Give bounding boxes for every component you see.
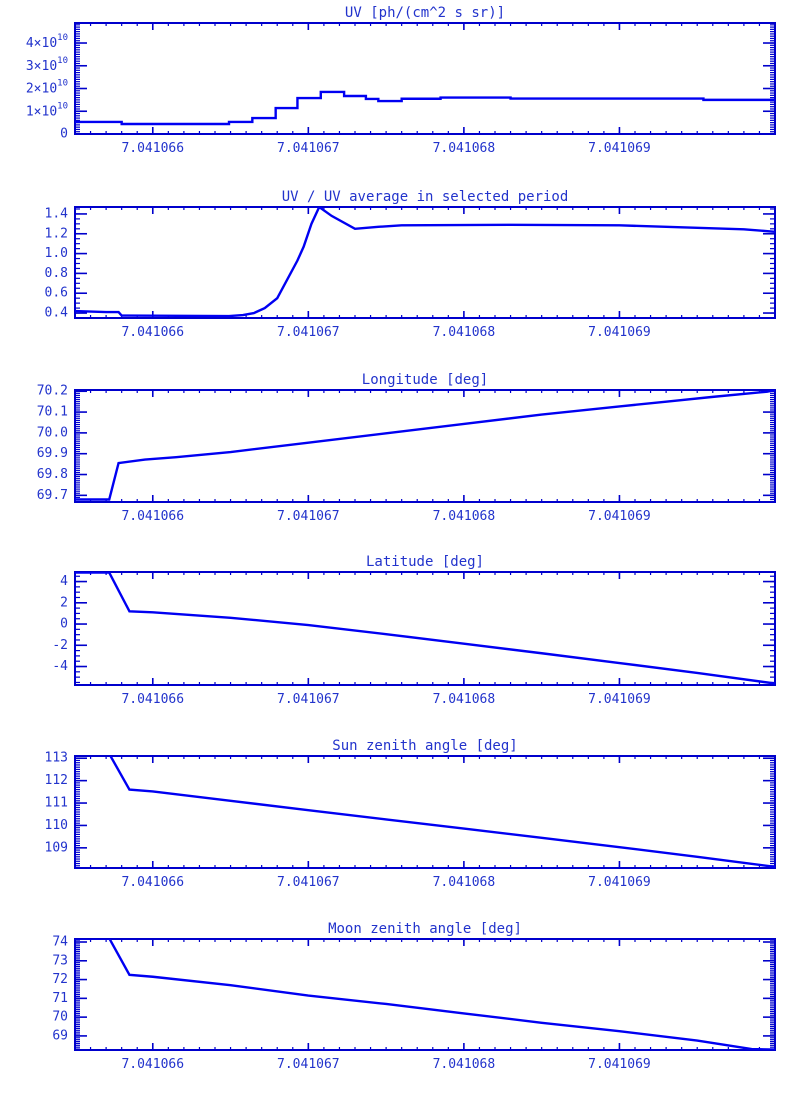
tick-marks	[74, 23, 776, 135]
x-tick-label: 7.041068	[433, 141, 496, 156]
tick-marks	[74, 939, 776, 1050]
y-tick-label: 3×1010	[26, 56, 68, 74]
x-tick-label: 7.041066	[121, 141, 184, 156]
y-tick-label: 1.4	[45, 206, 69, 221]
x-tick-label: 7.041069	[588, 1057, 651, 1072]
y-tick-label: 2×1010	[26, 79, 68, 97]
x-tick-label: 7.041066	[121, 875, 184, 890]
tick-marks	[74, 390, 776, 503]
chart-title: Longitude [deg]	[362, 372, 488, 388]
chart-moon-zenith: Moon zenith angle [deg] 7.041066 7.041067 7…	[52, 921, 776, 1072]
plot-frame	[74, 22, 776, 135]
y-tick-label: 113	[45, 751, 68, 766]
data-line	[75, 90, 775, 126]
y-tick-label: 69.9	[37, 446, 68, 461]
x-tick-label: 7.041068	[433, 692, 496, 707]
y-tick-label: 4×1010	[26, 33, 68, 51]
chart-title: Sun zenith angle [deg]	[332, 738, 517, 754]
plot-frame	[74, 755, 776, 869]
x-tick-label: 7.041069	[588, 509, 651, 524]
y-tick-label: 109	[45, 840, 68, 855]
chart-sun-zenith: Sun zenith angle [deg] 7.041066 7.041067 7.…	[45, 738, 776, 890]
x-tick-label: 7.041068	[433, 509, 496, 524]
x-tick-label: 7.041066	[121, 509, 184, 524]
y-tick-label: 0.4	[45, 306, 69, 321]
data-line	[75, 207, 775, 318]
y-tick-label: 1.0	[45, 246, 68, 261]
x-tick-label: 7.041067	[277, 325, 340, 340]
chart-latitude: Latitude [deg] 7.041066 7.041067 7.041068 7.…	[52, 554, 776, 707]
y-tick-label: 2	[60, 595, 68, 610]
x-tick-label: 7.041066	[121, 325, 184, 340]
chart-uv-ratio: UV / UV average in selected period 7.0410…	[45, 189, 776, 340]
y-tick-label: 73	[52, 953, 68, 968]
plot-frame	[74, 206, 776, 319]
y-tick-label: 0	[60, 127, 68, 142]
x-tick-label: 7.041069	[588, 325, 651, 340]
y-tick-label: 70.0	[37, 425, 68, 440]
tick-marks	[74, 572, 776, 685]
y-tick-label: 74	[52, 935, 68, 950]
y-tick-label: 69	[52, 1028, 68, 1043]
x-tick-label: 7.041068	[433, 1057, 496, 1072]
x-tick-label: 7.041067	[277, 1057, 340, 1072]
y-tick-label: 70.2	[37, 384, 68, 399]
data-line	[75, 572, 775, 685]
plot-frame	[74, 938, 776, 1051]
x-tick-label: 7.041067	[277, 692, 340, 707]
y-tick-label: 112	[45, 773, 68, 788]
plot-frame	[74, 571, 776, 686]
chart-title: Latitude [deg]	[366, 554, 484, 570]
chart-title: UV [ph/(cm^2 s sr)]	[345, 5, 505, 21]
plot-frame	[74, 389, 776, 503]
data-line	[109, 756, 775, 868]
y-tick-label: 69.8	[37, 467, 68, 482]
y-tick-label: 71	[52, 991, 68, 1006]
y-tick-label: 70	[52, 1010, 68, 1025]
y-tick-label: 4	[60, 574, 68, 589]
tick-marks	[74, 207, 776, 319]
y-tick-label: 1×1010	[26, 101, 68, 119]
x-tick-label: 7.041069	[588, 141, 651, 156]
x-tick-label: 7.041067	[277, 509, 340, 524]
chart-uv: UV [ph/(cm^2 s sr)] 7.041066 7.041067 7.041…	[26, 5, 776, 156]
y-tick-label: 70.1	[37, 405, 68, 420]
y-tick-label: 72	[52, 972, 68, 987]
chart-longitude: Longitude [deg] 7.041066 7.041067 7.041068 7…	[37, 372, 776, 524]
tick-marks	[74, 755, 776, 869]
y-tick-label: 1.2	[45, 226, 68, 241]
chart-title: Moon zenith angle [deg]	[328, 921, 522, 937]
x-tick-label: 7.041067	[277, 875, 340, 890]
y-tick-label: 0	[60, 617, 68, 632]
x-tick-label: 7.041068	[433, 325, 496, 340]
data-line	[75, 390, 775, 501]
chart-title: UV / UV average in selected period	[282, 189, 569, 205]
x-tick-label: 7.041066	[121, 692, 184, 707]
y-tick-label: 0.6	[45, 286, 68, 301]
y-tick-label: 110	[45, 818, 68, 833]
x-tick-label: 7.041069	[588, 692, 651, 707]
y-tick-label: 111	[45, 796, 68, 811]
y-tick-label: 69.7	[37, 488, 68, 503]
y-tick-label: 0.8	[45, 266, 68, 281]
x-tick-label: 7.041069	[588, 875, 651, 890]
y-tick-label: -2	[52, 638, 68, 653]
data-line	[75, 939, 775, 1050]
x-tick-label: 7.041067	[277, 141, 340, 156]
y-tick-label: -4	[52, 659, 68, 674]
x-tick-label: 7.041068	[433, 875, 496, 890]
x-tick-label: 7.041066	[121, 1057, 184, 1072]
